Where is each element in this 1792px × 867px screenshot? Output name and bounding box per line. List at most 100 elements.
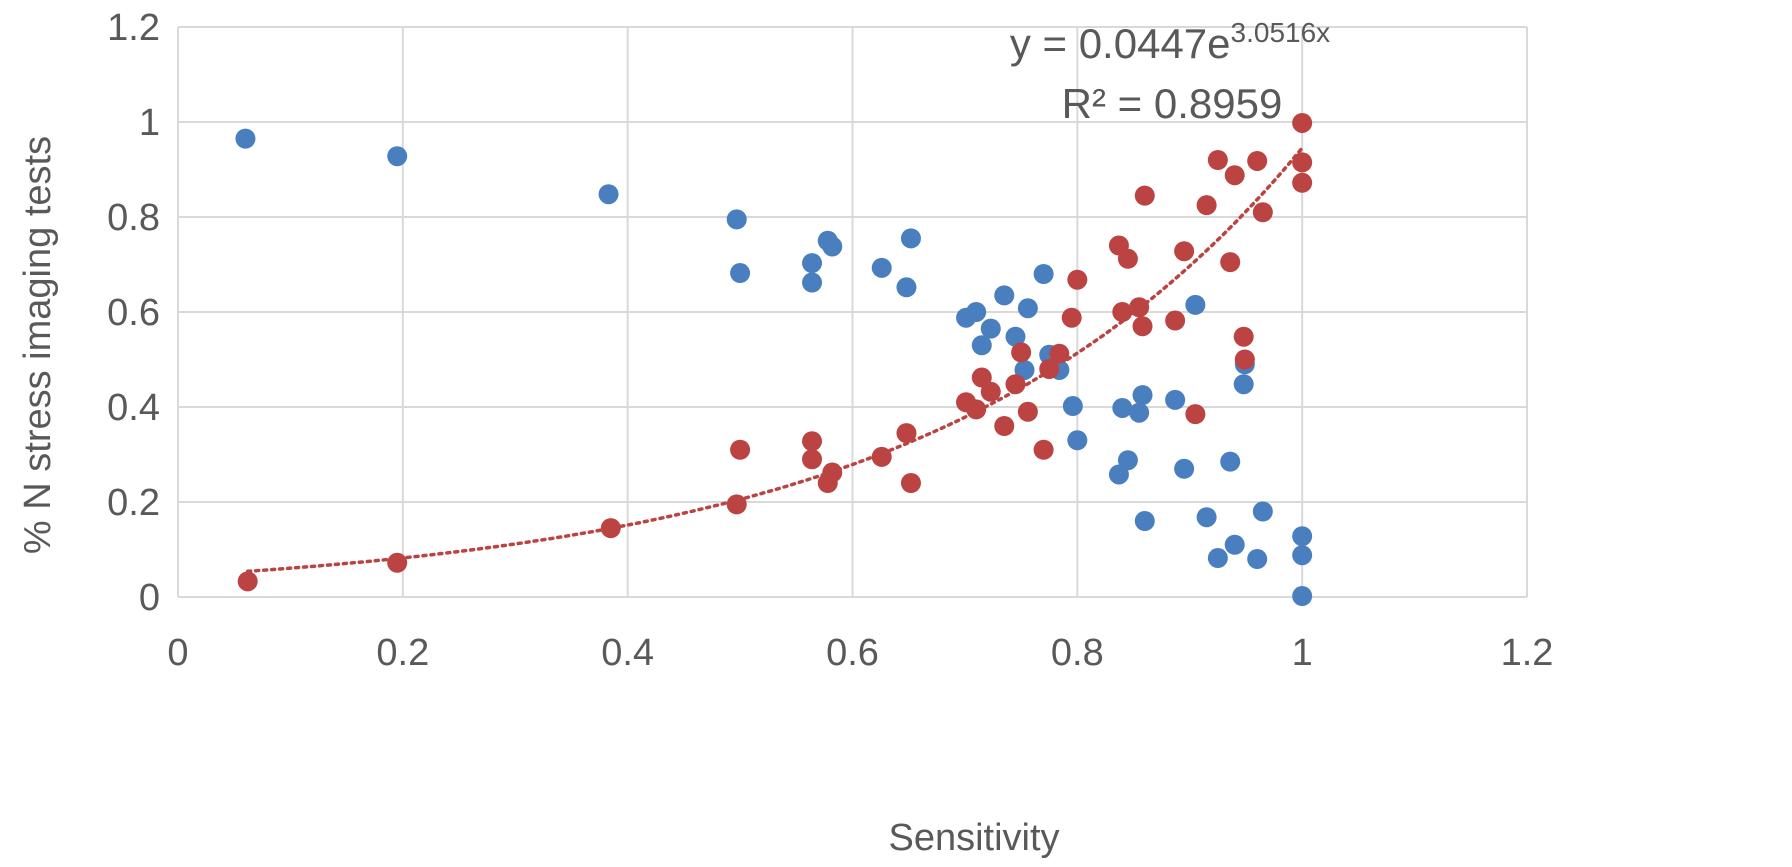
y-tick-label: 1.2: [107, 7, 160, 49]
red-data-point: [802, 449, 822, 469]
x-tick-label: 0.4: [601, 632, 654, 674]
red-data-point: [1220, 252, 1240, 272]
data-points: [235, 113, 1312, 606]
red-data-point: [387, 553, 407, 573]
red-data-point: [1234, 327, 1254, 347]
blue-data-point: [966, 302, 986, 322]
red-data-point: [1185, 404, 1205, 424]
blue-data-point: [1067, 430, 1087, 450]
red-data-point: [1011, 342, 1031, 362]
blue-data-point: [994, 285, 1014, 305]
blue-data-point: [1135, 511, 1155, 531]
red-data-point: [1135, 186, 1155, 206]
x-tick-label: 0.2: [376, 632, 429, 674]
blue-data-point: [235, 129, 255, 149]
red-data-point: [1049, 344, 1069, 364]
red-data-point: [1133, 316, 1153, 336]
blue-data-point: [1018, 298, 1038, 318]
blue-data-point: [1208, 548, 1228, 568]
blue-data-point: [1292, 545, 1312, 565]
x-tick-label: 1: [1292, 632, 1313, 674]
red-data-point: [901, 473, 921, 493]
blue-data-point: [1292, 586, 1312, 606]
blue-data-point: [896, 277, 916, 297]
red-data-point: [1292, 113, 1312, 133]
red-data-point: [1018, 402, 1038, 422]
blue-data-point: [1185, 295, 1205, 315]
blue-data-point: [1165, 390, 1185, 410]
red-data-point: [1067, 270, 1087, 290]
red-data-point: [822, 463, 842, 483]
red-data-point: [1292, 173, 1312, 193]
red-data-point: [1174, 241, 1194, 261]
red-data-point: [1208, 150, 1228, 170]
blue-data-point: [1253, 502, 1273, 522]
blue-data-point: [1034, 264, 1054, 284]
red-data-point: [994, 416, 1014, 436]
blue-data-point: [901, 228, 921, 248]
red-data-point: [966, 399, 986, 419]
grid: [178, 27, 1527, 597]
y-tick-label: 0.6: [107, 292, 160, 334]
red-data-point: [802, 431, 822, 451]
blue-data-point: [822, 236, 842, 256]
trendline-layer: [248, 148, 1303, 571]
red-data-point: [601, 518, 621, 538]
blue-data-point: [387, 146, 407, 166]
x-tick-label: 0: [167, 632, 188, 674]
blue-data-point: [1247, 549, 1267, 569]
trendline: [248, 148, 1303, 571]
y-tick-label: 0.2: [107, 482, 160, 524]
blue-data-point: [1133, 385, 1153, 405]
blue-data-point: [1129, 403, 1149, 423]
red-data-point: [1235, 350, 1255, 370]
tick-labels: 0 0.2 0.4 0.6 0.8 1 1.2 0 0.2 0.4 0.6 0.8 1 1.2: [107, 7, 1553, 674]
x-tick-label: 0.8: [1051, 632, 1104, 674]
blue-data-point: [1220, 452, 1240, 472]
red-data-point: [1062, 308, 1082, 328]
red-data-point: [896, 423, 916, 443]
blue-data-point: [872, 258, 892, 278]
y-axis-title: % N stress imaging tests: [17, 136, 59, 554]
y-tick-label: 0.8: [107, 197, 160, 239]
red-data-point: [1006, 374, 1026, 394]
blue-data-point: [1112, 398, 1132, 418]
y-tick-label: 0: [139, 577, 160, 619]
x-tick-label: 1.2: [1501, 632, 1554, 674]
blue-data-point: [802, 253, 822, 273]
red-data-point: [1118, 249, 1138, 269]
blue-data-point: [1174, 459, 1194, 479]
red-data-point: [238, 571, 258, 591]
red-data-point: [1247, 151, 1267, 171]
blue-data-point: [1225, 535, 1245, 555]
blue-data-point: [727, 209, 747, 229]
x-axis-title: Sensitivity: [888, 817, 1059, 859]
y-tick-label: 1: [139, 102, 160, 144]
x-tick-label: 0.6: [826, 632, 879, 674]
red-data-point: [1165, 311, 1185, 331]
red-data-point: [1225, 165, 1245, 185]
red-data-point: [727, 494, 747, 514]
blue-data-point: [1118, 450, 1138, 470]
blue-data-point: [1063, 396, 1083, 416]
red-data-point: [1112, 302, 1132, 322]
y-tick-label: 0.4: [107, 387, 160, 429]
red-data-point: [1129, 297, 1149, 317]
red-data-point: [1034, 440, 1054, 460]
red-data-point: [981, 382, 1001, 402]
blue-data-point: [730, 263, 750, 283]
trendline-r-squared: R² = 0.8959: [1062, 80, 1283, 127]
blue-data-point: [1234, 374, 1254, 394]
red-data-point: [730, 440, 750, 460]
blue-data-point: [981, 319, 1001, 339]
blue-data-point: [1292, 526, 1312, 546]
red-data-point: [1253, 202, 1273, 222]
blue-data-point: [1197, 507, 1217, 527]
trendline-equation: y = 0.0447e3.0516x: [1010, 17, 1330, 67]
blue-data-point: [802, 273, 822, 293]
red-data-point: [872, 447, 892, 467]
blue-data-point: [599, 184, 619, 204]
red-data-point: [1292, 152, 1312, 172]
